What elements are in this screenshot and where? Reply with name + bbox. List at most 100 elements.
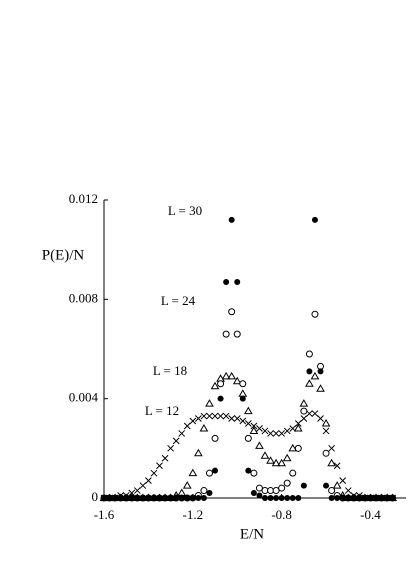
point xyxy=(311,410,319,417)
point xyxy=(255,484,263,492)
point xyxy=(145,495,152,501)
point xyxy=(299,399,309,407)
point xyxy=(350,495,357,501)
point xyxy=(210,381,220,390)
point xyxy=(189,495,196,501)
point xyxy=(300,482,307,489)
y-tick-label: 0 xyxy=(92,489,99,504)
point xyxy=(256,425,263,432)
point xyxy=(199,423,209,432)
point xyxy=(234,278,241,285)
point xyxy=(321,419,331,427)
point xyxy=(178,430,186,437)
point xyxy=(273,495,280,501)
series-label: L = 24 xyxy=(161,293,196,308)
point xyxy=(233,415,241,422)
point xyxy=(139,482,147,489)
point xyxy=(367,495,374,501)
point xyxy=(249,426,259,434)
point xyxy=(261,495,268,501)
point xyxy=(327,458,336,467)
point xyxy=(200,495,207,501)
point xyxy=(245,467,252,474)
point xyxy=(267,495,274,501)
point xyxy=(195,495,202,501)
point xyxy=(239,380,247,388)
point xyxy=(134,495,141,501)
point xyxy=(195,415,202,422)
series-label: L = 30 xyxy=(168,203,202,218)
point xyxy=(227,371,237,380)
point xyxy=(205,399,214,407)
point xyxy=(300,415,308,422)
y-axis-label: P(E)/N xyxy=(42,247,85,263)
point xyxy=(283,427,291,435)
point xyxy=(300,407,308,415)
point xyxy=(255,441,264,449)
point xyxy=(206,490,213,497)
point xyxy=(283,479,291,487)
point xyxy=(212,467,219,474)
point xyxy=(356,495,363,501)
point xyxy=(222,330,230,338)
point xyxy=(317,415,324,422)
point xyxy=(139,495,146,501)
point xyxy=(243,406,253,415)
point xyxy=(161,454,169,462)
point xyxy=(295,495,302,501)
point xyxy=(123,495,130,501)
point xyxy=(233,330,241,338)
point xyxy=(272,430,280,437)
point xyxy=(361,495,368,501)
point xyxy=(184,495,191,501)
point xyxy=(223,278,230,285)
point xyxy=(260,451,270,459)
point xyxy=(145,477,152,484)
point xyxy=(250,469,258,477)
point xyxy=(278,484,286,492)
point xyxy=(266,456,275,464)
point xyxy=(172,437,180,445)
point xyxy=(261,427,269,435)
point xyxy=(278,430,286,437)
point xyxy=(289,469,297,477)
point xyxy=(322,427,330,435)
point xyxy=(217,380,225,388)
point xyxy=(317,368,324,375)
point xyxy=(282,453,292,462)
point xyxy=(217,412,224,420)
point xyxy=(205,469,213,477)
y-tick-label: 0.004 xyxy=(69,390,99,405)
point xyxy=(189,417,197,425)
point xyxy=(133,487,141,494)
point xyxy=(239,417,247,425)
point xyxy=(228,415,236,422)
point xyxy=(323,482,330,489)
point xyxy=(167,444,174,452)
point xyxy=(271,458,281,467)
point xyxy=(244,434,252,442)
point xyxy=(150,469,158,477)
point xyxy=(128,495,135,501)
point xyxy=(272,487,280,495)
point xyxy=(228,216,235,223)
point xyxy=(167,495,174,501)
point xyxy=(389,495,396,501)
point xyxy=(117,495,124,501)
point xyxy=(239,395,246,402)
point xyxy=(334,495,341,501)
x-tick-label: -0.8 xyxy=(271,507,292,522)
point xyxy=(150,495,157,501)
x-tick-label: -1.6 xyxy=(94,507,115,522)
point xyxy=(305,379,314,387)
point xyxy=(206,412,213,420)
point xyxy=(250,490,257,497)
point xyxy=(333,462,341,470)
point xyxy=(345,495,352,501)
point xyxy=(178,495,185,501)
point xyxy=(222,412,230,420)
point xyxy=(101,495,107,501)
series-label: L = 12 xyxy=(145,403,179,418)
